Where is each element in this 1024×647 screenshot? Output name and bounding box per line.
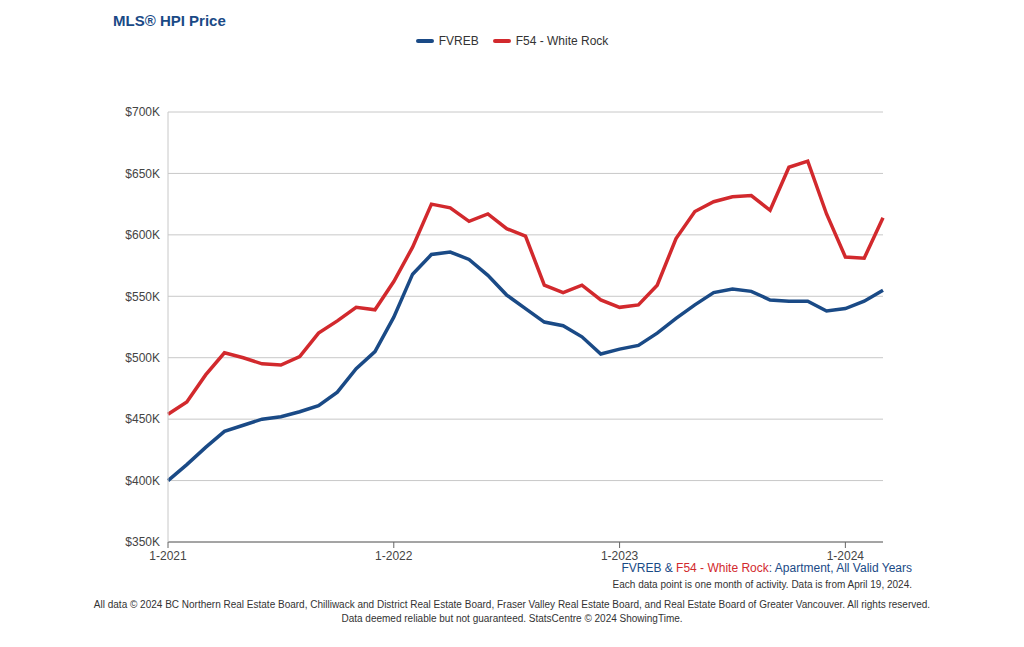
svg-text:$550K: $550K [125,290,160,304]
html-text:FVREB & F54 - White Rock: Apar: FVREB & F54 - White Rock: Apartment, All… [621,561,912,575]
svg-text:$400K: $400K [125,474,160,488]
html-text:All data © 2024 BC Northern Re: All data © 2024 BC Northern Real Estate … [93,599,931,610]
svg-text:1-2024: 1-2024 [827,549,865,563]
svg-text:1-2023: 1-2023 [601,549,639,563]
svg-text:1-2022: 1-2022 [375,549,413,563]
svg-text:$450K: $450K [125,412,160,426]
html-text:MLS® HPI Price: MLS® HPI Price [113,12,226,29]
svg-text:$600K: $600K [125,228,160,242]
svg-text:$650K: $650K [125,167,160,181]
html-text:Each data point is one month o: Each data point is one month of activity… [612,579,912,590]
svg-text:1-2021: 1-2021 [149,549,187,563]
html-text:F54 - White Rock: F54 - White Rock [515,34,609,48]
svg-text:$350K: $350K [125,535,160,549]
html-text:Data deemed reliable but not g: Data deemed reliable but not guaranteed.… [341,613,683,624]
svg-text:$700K: $700K [125,105,160,119]
svg-text:$500K: $500K [125,351,160,365]
html-text:FVREB: FVREB [438,34,479,48]
